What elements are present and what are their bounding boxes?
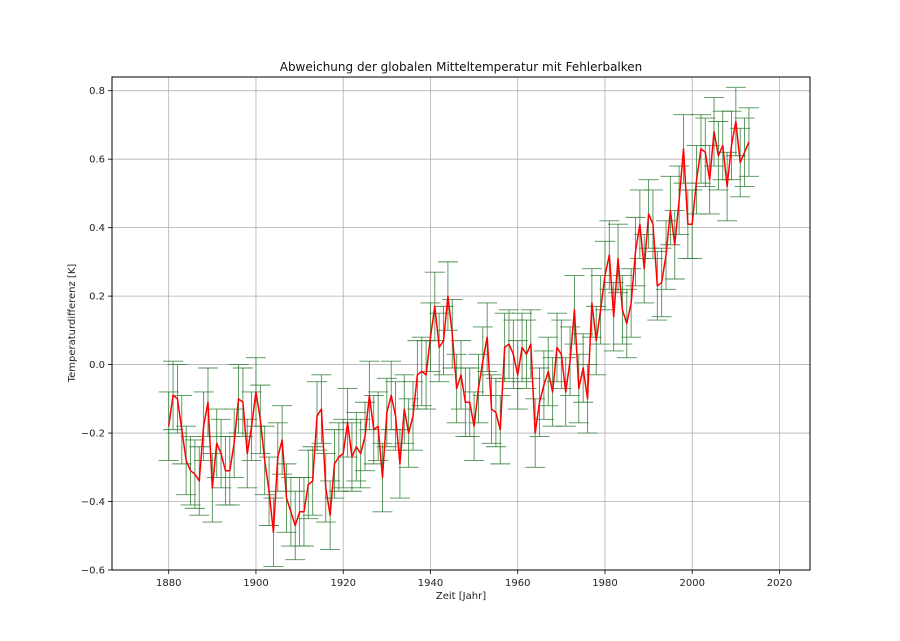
x-tick-label: 1960 bbox=[505, 578, 530, 589]
x-tick-label: 1980 bbox=[592, 578, 617, 589]
y-tick-label: 0.6 bbox=[89, 155, 105, 166]
x-axis: 1880 1900 1920 1940 1960 1980 2000 2020 bbox=[156, 570, 792, 589]
y-tick-label: −0.2 bbox=[81, 429, 105, 440]
chart-title: Abweichung der globalen Mitteltemperatur… bbox=[280, 60, 643, 74]
y-tick-label: 0.2 bbox=[89, 292, 105, 303]
error-bar bbox=[738, 107, 759, 177]
y-axis-label: Temperaturdifferenz [K] bbox=[67, 264, 78, 384]
x-tick-label: 2000 bbox=[679, 578, 704, 589]
x-tick-label: 1920 bbox=[330, 578, 355, 589]
y-tick-label: 0.0 bbox=[89, 360, 105, 371]
y-tick-label: −0.4 bbox=[81, 497, 105, 508]
y-tick-label: −0.6 bbox=[81, 566, 105, 577]
x-axis-label: Zeit [Jahr] bbox=[436, 591, 486, 602]
x-tick-label: 1900 bbox=[243, 578, 268, 589]
x-tick-label: 1880 bbox=[156, 578, 181, 589]
plot-area bbox=[158, 86, 759, 568]
x-tick-label: 2020 bbox=[767, 578, 792, 589]
y-tick-label: 0.4 bbox=[89, 223, 105, 234]
y-tick-label: 0.8 bbox=[89, 86, 105, 97]
series-line-temperature bbox=[167, 120, 750, 534]
y-axis: −0.6 −0.4 −0.2 0.0 0.2 0.4 0.6 0.8 bbox=[81, 86, 112, 577]
x-tick-label: 1940 bbox=[418, 578, 443, 589]
axes-frame bbox=[111, 76, 811, 571]
